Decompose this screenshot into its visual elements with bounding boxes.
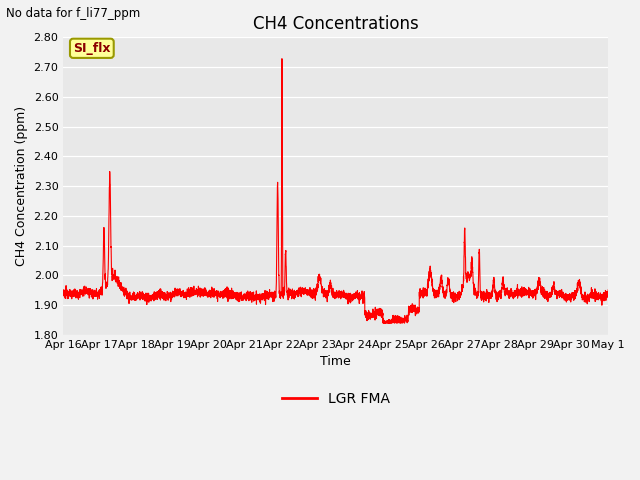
Title: CH4 Concentrations: CH4 Concentrations <box>253 15 419 33</box>
X-axis label: Time: Time <box>321 355 351 368</box>
Y-axis label: CH4 Concentration (ppm): CH4 Concentration (ppm) <box>15 106 28 266</box>
Text: No data for f_li77_ppm: No data for f_li77_ppm <box>6 7 141 20</box>
Legend: LGR FMA: LGR FMA <box>276 386 396 411</box>
Text: SI_flx: SI_flx <box>73 42 111 55</box>
